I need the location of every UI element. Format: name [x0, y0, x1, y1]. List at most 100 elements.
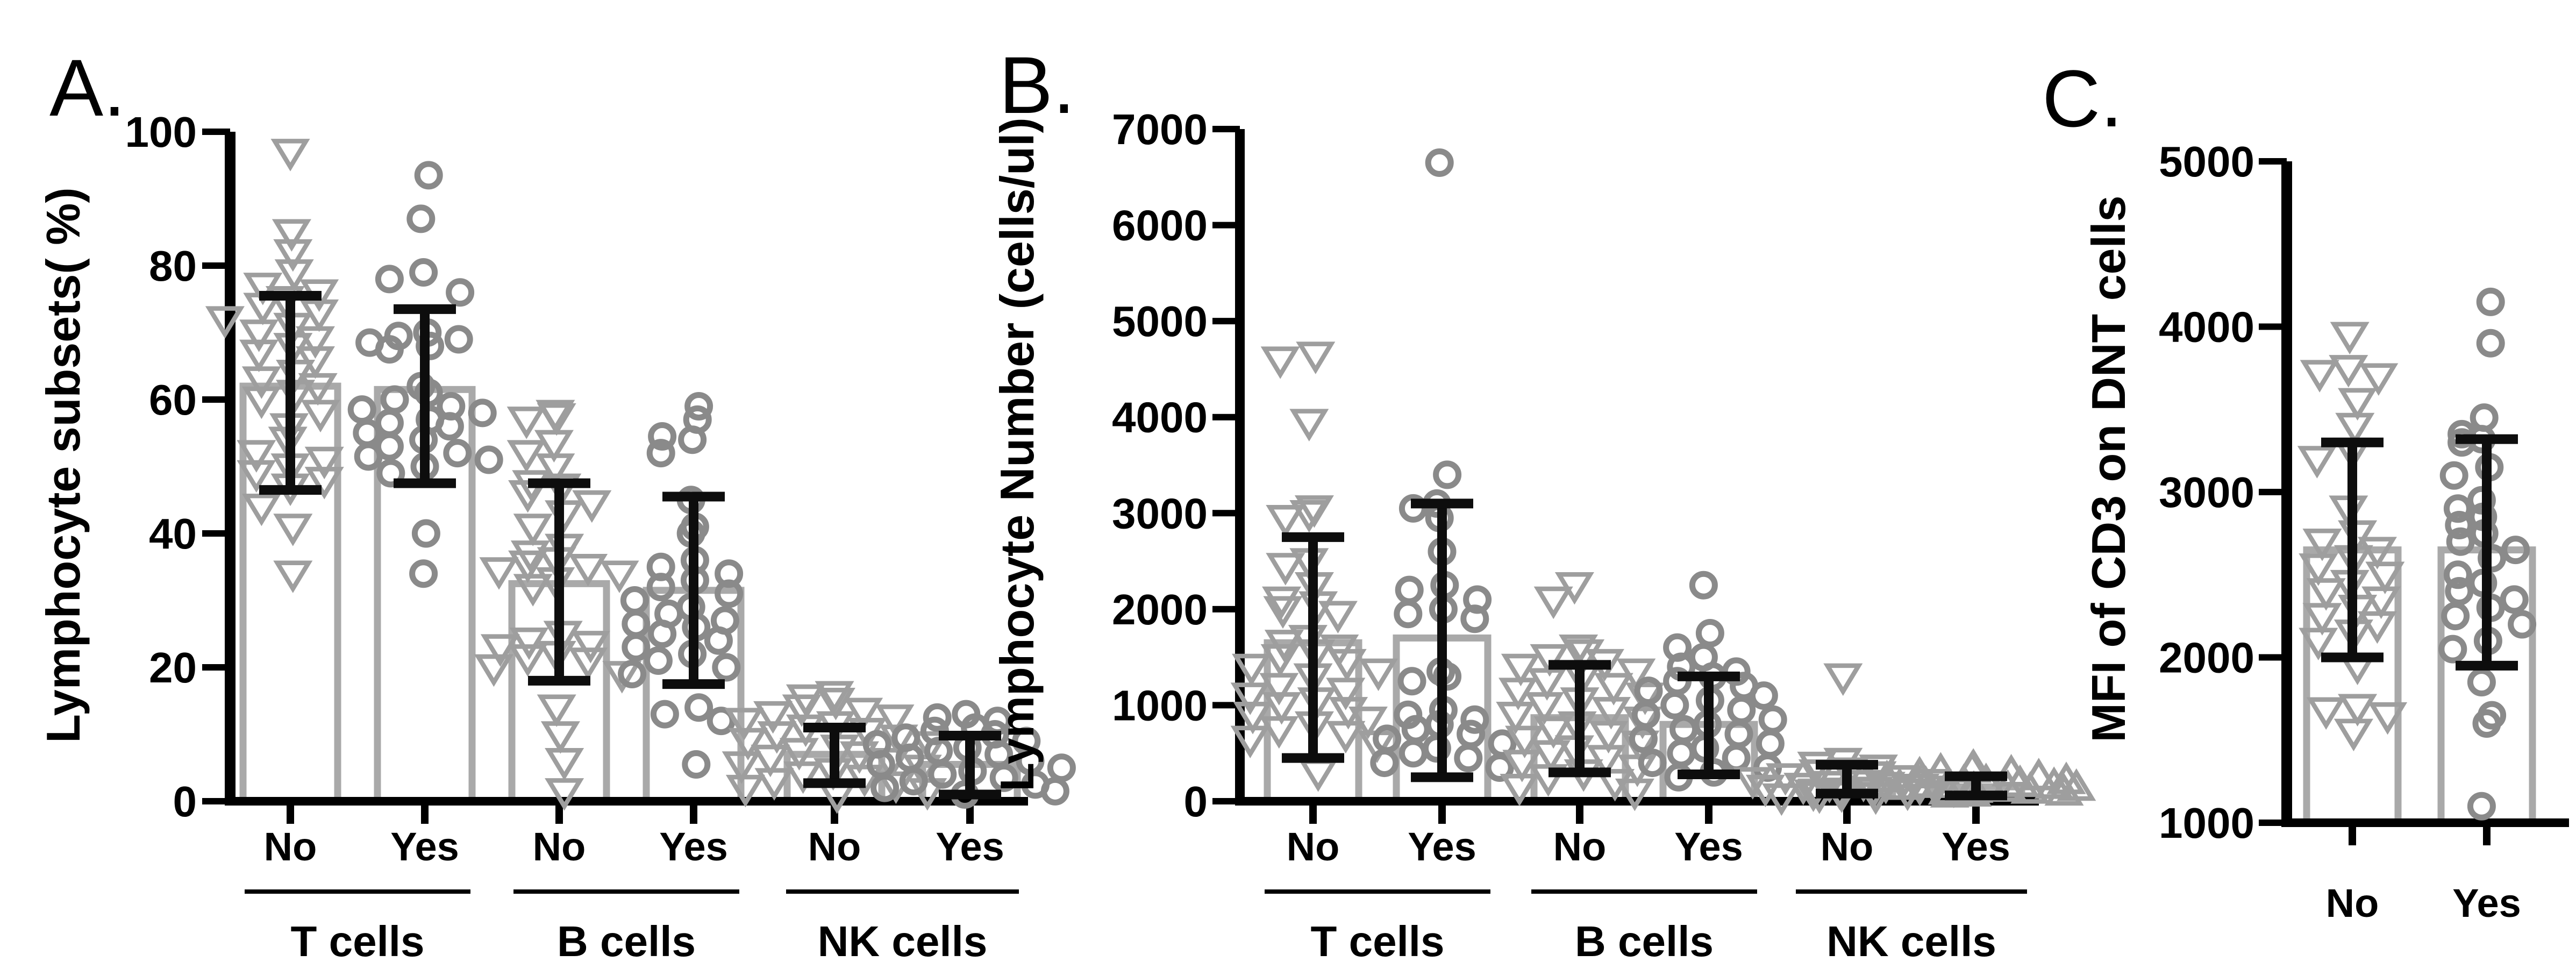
data-point-triangle-down — [2334, 718, 2373, 752]
data-point-circle — [923, 703, 952, 732]
data-point-triangle-down — [1533, 586, 1573, 619]
data-point-circle — [375, 335, 404, 364]
data-point-circle — [1394, 600, 1423, 629]
data-point-circle — [1425, 148, 1454, 177]
data-point-triangle-down — [2361, 586, 2401, 619]
error-bar-Yes — [394, 304, 456, 488]
panel-letter: B. — [999, 40, 1075, 130]
data-point-circle — [414, 161, 443, 190]
data-point-triangle-down — [783, 761, 823, 794]
data-point-triangle-down — [1289, 500, 1329, 533]
data-point-triangle-down — [508, 644, 548, 677]
data-point-circle — [1433, 460, 1462, 489]
data-point-circle — [870, 773, 900, 802]
data-point-circle — [409, 559, 438, 588]
data-point-triangle-down — [2297, 446, 2337, 479]
data-point-circle — [2467, 792, 2496, 821]
data-point-circle — [1485, 753, 1514, 782]
x-tick-label: Yes — [1942, 824, 2010, 869]
data-point-triangle-down — [545, 778, 584, 811]
y-tick-label: 80 — [149, 242, 197, 290]
data-point-circle — [899, 767, 928, 796]
data-point-triangle-down — [537, 403, 576, 436]
y-axis-title: Lymphocyte Number (cells/ul) — [990, 117, 1044, 791]
data-point-circle — [1398, 739, 1428, 768]
data-point-triangle-down — [757, 721, 797, 754]
data-point-triangle-down — [1531, 740, 1571, 773]
y-tick-label: 6000 — [1112, 202, 1208, 250]
y-tick-label: 3000 — [2159, 468, 2254, 516]
data-point-triangle-down — [506, 440, 546, 473]
data-point-triangle-down — [1327, 649, 1367, 682]
data-point-triangle-down — [779, 738, 819, 771]
data-point-triangle-down — [1266, 504, 1305, 538]
data-point-triangle-down — [545, 748, 584, 781]
x-tick-label: Yes — [390, 824, 459, 869]
data-point-triangle-down — [2306, 578, 2346, 611]
data-point-triangle-down — [2299, 553, 2338, 586]
group-label: B cells — [1575, 917, 1714, 965]
data-point-circle — [1047, 753, 1076, 782]
data-point-triangle-down — [1262, 692, 1302, 725]
error-bar-Yes — [2456, 434, 2518, 671]
data-point-circle — [1460, 705, 1489, 734]
data-point-triangle-down — [536, 453, 575, 486]
data-point-triangle-down — [1810, 771, 1850, 804]
data-point-triangle-down — [237, 460, 276, 493]
data-point-triangle-down — [1500, 773, 1539, 807]
data-point-circle — [646, 573, 675, 602]
data-point-circle — [682, 750, 711, 779]
data-point-triangle-down — [304, 467, 344, 500]
data-point-triangle-down — [1259, 673, 1299, 706]
data-point-circle — [416, 331, 445, 360]
data-point-triangle-down — [241, 366, 281, 399]
y-tick-label: 7000 — [1112, 105, 1208, 153]
panel-letter: C. — [2042, 53, 2123, 144]
data-point-triangle-down — [1761, 783, 1801, 816]
data-point-triangle-down — [2338, 388, 2378, 421]
data-point-triangle-down — [2300, 360, 2339, 393]
group-label: B cells — [557, 917, 696, 965]
data-point-triangle-down — [2357, 537, 2397, 569]
data-point-triangle-down — [602, 661, 642, 694]
data-point-triangle-down — [1260, 346, 1300, 379]
data-point-triangle-down — [506, 407, 546, 439]
data-point-triangle-down — [572, 490, 612, 523]
data-point-triangle-down — [239, 339, 279, 373]
data-point-circle — [1395, 575, 1424, 604]
y-tick-label: 2000 — [2159, 634, 2254, 682]
data-point-circle — [648, 619, 677, 649]
data-point-circle — [444, 325, 473, 354]
panel-B: B.Lymphocyte Number (cells/ul) 0 1000 2000 3… — [990, 40, 2096, 965]
data-point-circle — [1756, 729, 1785, 758]
data-point-circle — [715, 579, 744, 608]
data-point-triangle-down — [570, 631, 610, 664]
data-point-triangle-down — [241, 493, 281, 526]
y-axis-title: MFI of CD3 on DNT cells — [2082, 196, 2135, 743]
group-label: T cells — [1310, 917, 1444, 965]
data-point-triangle-down — [241, 386, 281, 419]
y-tick-label: 1000 — [2159, 799, 2254, 847]
data-point-triangle-down — [1266, 553, 1305, 586]
data-point-triangle-down — [513, 514, 553, 546]
x-tick-label: Yes — [659, 824, 728, 869]
data-point-triangle-down — [844, 697, 883, 731]
data-point-triangle-down — [1533, 716, 1573, 749]
data-point-circle — [1695, 619, 1724, 647]
data-point-triangle-down — [1263, 596, 1303, 629]
data-point-triangle-down — [2335, 412, 2375, 446]
data-point-circle — [928, 760, 957, 789]
y-tick-label: 1000 — [1112, 681, 1208, 729]
data-point-triangle-down — [1262, 586, 1302, 619]
data-point-triangle-down — [2338, 520, 2378, 553]
data-point-triangle-down — [725, 774, 765, 808]
data-point-triangle-down — [2302, 603, 2342, 636]
y-tick-label: 20 — [149, 644, 197, 692]
data-point-triangle-up — [2044, 773, 2084, 806]
group-label: NK cells — [1826, 917, 1996, 965]
data-point-circle — [644, 646, 673, 675]
data-point-triangle-down — [2299, 628, 2338, 660]
x-tick-label: No — [1553, 824, 1607, 869]
